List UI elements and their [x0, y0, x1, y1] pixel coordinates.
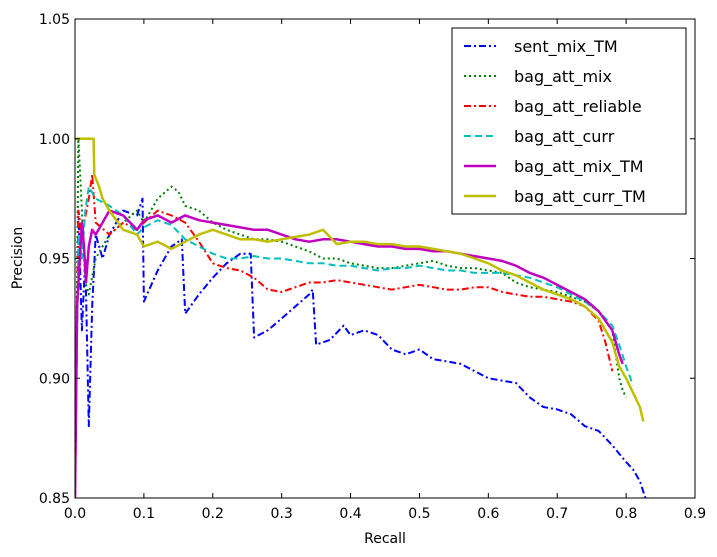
x-tick-label: 0.6 — [477, 506, 499, 522]
series-line-bag_att_mix_TM — [75, 209, 624, 498]
legend-label: bag_att_mix_TM — [514, 157, 644, 177]
x-tick-label: 0.0 — [64, 506, 86, 522]
legend-label: sent_mix_TM — [514, 37, 618, 57]
legend-label: bag_att_reliable — [514, 97, 642, 117]
x-tick-label: 0.4 — [339, 506, 361, 522]
y-tick-label: 0.90 — [39, 371, 70, 387]
series-line-sent_mix_TM — [75, 197, 647, 498]
ticks-layer: 0.0 0.1 0.2 0.3 0.4 0.5 0.6 0.7 0.8 0.9 0.85 0.90 0.… — [39, 12, 706, 522]
x-tick-label: 0.8 — [615, 506, 637, 522]
x-tick-label: 0.9 — [684, 506, 706, 522]
legend-label: bag_att_curr — [514, 127, 615, 147]
y-axis-label: Precision — [10, 227, 26, 289]
x-tick-label: 0.1 — [133, 506, 155, 522]
x-tick-label: 0.5 — [408, 506, 430, 522]
x-tick-label: 0.3 — [271, 506, 293, 522]
y-tick-label: 0.85 — [39, 491, 70, 507]
series-line-bag_att_curr — [75, 185, 634, 498]
legend: sent_mix_TM bag_att_mix bag_att_reliableba… — [451, 27, 687, 215]
series-line-bag_att_reliable — [75, 173, 614, 498]
y-tick-label: 1.00 — [39, 132, 70, 148]
y-tick-label: 1.05 — [39, 12, 70, 28]
y-tick-label: 0.95 — [39, 252, 70, 268]
series-layer — [75, 137, 647, 498]
x-tick-label: 0.7 — [546, 506, 568, 522]
legend-frame — [451, 27, 687, 215]
legend-label: bag_att_curr_TM — [514, 187, 646, 207]
x-axis-label: Recall — [364, 531, 406, 547]
x-tick-label: 0.2 — [202, 506, 224, 522]
legend-label: bag_att_mix — [514, 67, 612, 87]
series-line-bag_att_curr_TM — [75, 137, 645, 422]
